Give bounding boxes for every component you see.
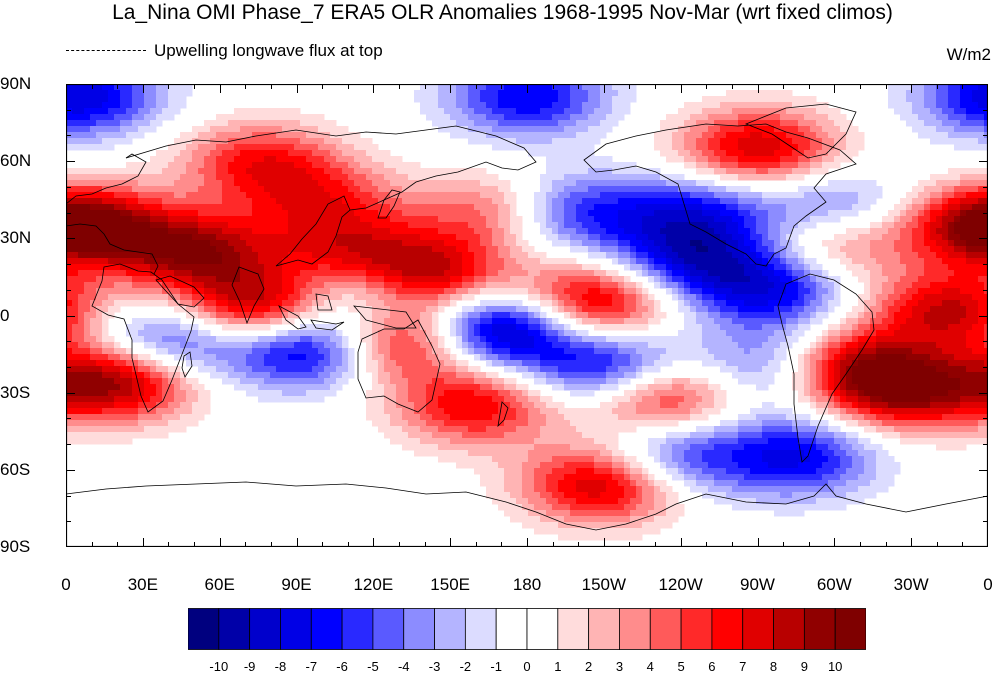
y-tick-label: 30S bbox=[0, 382, 31, 402]
coastline-india bbox=[231, 266, 265, 325]
x-tick-label: 60E bbox=[204, 575, 235, 594]
colorbar-box bbox=[188, 608, 220, 650]
colorbar-box bbox=[280, 608, 312, 650]
coastline-eurasia-north bbox=[125, 125, 537, 211]
anomaly-field bbox=[66, 84, 988, 541]
coastline-north-america bbox=[583, 123, 857, 267]
x-tick-label: 90W bbox=[740, 575, 775, 594]
colorbar-label: 7 bbox=[739, 659, 747, 674]
colorbar-box bbox=[526, 608, 559, 650]
colorbar-label: -8 bbox=[274, 659, 287, 674]
colorbar-label: -1 bbox=[490, 659, 502, 674]
coastlines bbox=[66, 103, 988, 531]
coastline-arabia bbox=[155, 275, 205, 308]
colorbar-box bbox=[834, 608, 866, 650]
colorbar-label: 9 bbox=[800, 659, 808, 674]
colorbar-box bbox=[557, 608, 590, 650]
colorbar-box bbox=[803, 608, 836, 650]
colorbar-label: 1 bbox=[554, 659, 562, 674]
colorbar-box bbox=[680, 608, 713, 650]
colorbar-box bbox=[495, 608, 528, 650]
x-tick-label: 150E bbox=[430, 575, 471, 594]
colorbar-label: -7 bbox=[305, 659, 318, 674]
colorbar-box bbox=[773, 608, 805, 650]
colorbar-label: -6 bbox=[336, 659, 348, 674]
map-subtitle: Upwelling longwave flux at top bbox=[66, 40, 383, 62]
colorbar-box bbox=[464, 608, 497, 650]
colorbar-label: 10 bbox=[827, 659, 843, 674]
x-tick-label: 60W bbox=[816, 575, 852, 594]
coastline-greenland bbox=[744, 103, 857, 159]
subtitle-text: Upwelling longwave flux at top bbox=[154, 41, 383, 60]
colorbar-label: 2 bbox=[585, 659, 593, 674]
colorbar-boxes bbox=[188, 608, 866, 650]
colorbar-box bbox=[403, 608, 435, 650]
x-tick-label: 0 bbox=[61, 575, 71, 594]
colorbar-label: -4 bbox=[397, 659, 410, 674]
colorbar-box bbox=[742, 608, 774, 650]
coastline-japan bbox=[377, 189, 401, 219]
x-tick-label: 120E bbox=[353, 575, 394, 594]
units-label: W/m2 bbox=[946, 45, 991, 64]
colorbar-label: 0 bbox=[523, 659, 531, 674]
coastline-antarctica bbox=[66, 481, 988, 531]
colorbar-label: 5 bbox=[677, 659, 685, 674]
colorbar-label: 8 bbox=[769, 659, 778, 674]
colorbar-box bbox=[372, 608, 405, 650]
y-tick-label: 60S bbox=[0, 459, 31, 479]
x-tick-label: 180 bbox=[512, 575, 542, 594]
x-tick-label: 0 bbox=[983, 575, 993, 594]
x-tick-label: 90E bbox=[281, 575, 312, 594]
x-tick-label: 30E bbox=[127, 575, 158, 594]
x-tick-label: 150W bbox=[581, 575, 627, 594]
colorbar-label: -3 bbox=[428, 659, 441, 674]
y-tick-label: 0 bbox=[0, 305, 10, 325]
colorbar-box bbox=[619, 608, 651, 650]
colorbar-label: -2 bbox=[459, 659, 472, 674]
colorbar-label: -10 bbox=[209, 659, 229, 674]
colorbar-box bbox=[218, 608, 251, 650]
colorbar-label: 3 bbox=[615, 659, 624, 674]
olr-anomaly-map bbox=[66, 84, 988, 547]
coastline-new-zealand bbox=[497, 401, 509, 428]
y-tick-label: 30N bbox=[0, 228, 32, 248]
colorbar-box bbox=[341, 608, 374, 650]
y-tick-label: 90S bbox=[0, 537, 31, 556]
colorbar-box bbox=[249, 608, 281, 650]
coastline-south-america bbox=[777, 273, 875, 463]
map-plot bbox=[66, 84, 988, 547]
colorbar-box bbox=[310, 608, 343, 650]
map-title: La_Nina OMI Phase_7 ERA5 OLR Anomalies 1… bbox=[112, 1, 893, 24]
y-tick-label: 90N bbox=[0, 74, 32, 93]
colorbar-box bbox=[588, 608, 620, 650]
colorbar-box bbox=[434, 608, 466, 650]
colorbar-label: 6 bbox=[708, 659, 716, 674]
colorbar-box bbox=[711, 608, 744, 650]
x-tick-label: 120W bbox=[658, 575, 703, 594]
colorbar-label: 4 bbox=[646, 659, 654, 674]
y-tick-label: 60N bbox=[0, 151, 32, 171]
coastline-indonesia bbox=[278, 293, 417, 331]
dashed-line-legend bbox=[66, 50, 146, 52]
coastline-australia bbox=[357, 319, 441, 413]
colorbar-label: -5 bbox=[367, 659, 379, 674]
colorbar-label: -9 bbox=[243, 659, 256, 674]
x-tick-label: 30W bbox=[893, 575, 929, 594]
coastline-africa bbox=[91, 263, 195, 413]
colorbar-box bbox=[649, 608, 682, 650]
coastline-madagascar bbox=[181, 351, 193, 378]
colorbar bbox=[188, 608, 866, 650]
coastline-europe bbox=[66, 153, 159, 275]
map-frame bbox=[66, 84, 988, 547]
